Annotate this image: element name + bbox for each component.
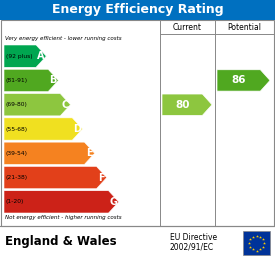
Text: G: G [109,197,117,207]
Bar [243,231,270,255]
Text: 2002/91/EC: 2002/91/EC [170,243,214,252]
Text: (55-68): (55-68) [6,126,28,132]
Text: (92 plus): (92 plus) [6,54,33,59]
Text: (1-20): (1-20) [6,199,24,204]
Text: C: C [61,100,68,110]
Text: 86: 86 [232,75,246,85]
Polygon shape [4,69,58,92]
Text: Energy Efficiency Rating: Energy Efficiency Rating [52,4,223,17]
Polygon shape [4,142,95,164]
Polygon shape [162,94,212,115]
Text: (21-38): (21-38) [6,175,28,180]
Bar [1,20,274,226]
Bar [0,0,275,20]
Polygon shape [217,70,270,91]
Polygon shape [4,191,119,213]
Polygon shape [4,118,82,140]
Text: B: B [49,75,56,85]
Text: Current: Current [173,22,202,31]
Text: England & Wales: England & Wales [5,236,117,248]
Text: F: F [98,173,104,183]
Text: Very energy efficient - lower running costs: Very energy efficient - lower running co… [5,36,122,41]
Text: A: A [37,51,45,61]
Text: (69-80): (69-80) [6,102,28,107]
Polygon shape [4,94,70,116]
Text: Not energy efficient - higher running costs: Not energy efficient - higher running co… [5,215,122,220]
Polygon shape [4,166,107,189]
Text: E: E [86,148,92,158]
Text: (39-54): (39-54) [6,151,28,156]
Polygon shape [4,45,46,67]
Text: 80: 80 [175,100,189,110]
Text: (81-91): (81-91) [6,78,28,83]
Text: Potential: Potential [227,22,261,31]
Text: D: D [73,124,81,134]
Text: EU Directive: EU Directive [170,232,217,241]
